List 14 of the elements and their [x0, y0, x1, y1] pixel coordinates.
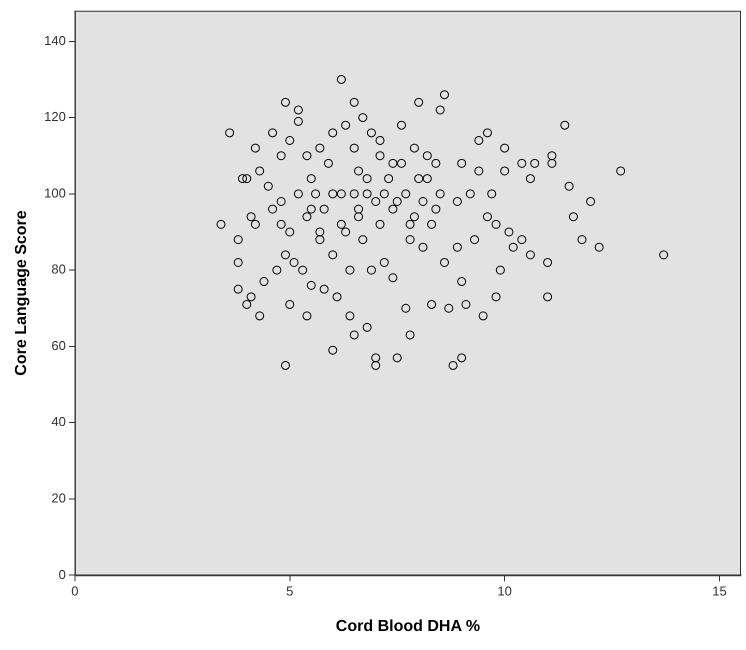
- y-axis-title: Core Language Score: [13, 210, 30, 376]
- y-tick-label: 60: [51, 338, 66, 353]
- x-axis-title: Cord Blood DHA %: [336, 618, 480, 635]
- x-tick-label: 0: [71, 584, 79, 599]
- y-tick-label: 120: [44, 109, 66, 124]
- y-tick-label: 20: [51, 490, 66, 506]
- x-tick-label: 10: [497, 584, 512, 599]
- x-tick-label: 5: [286, 584, 294, 599]
- y-tick-label: 0: [58, 566, 66, 582]
- y-tick-label: 80: [51, 262, 66, 277]
- x-tick-label: 15: [712, 584, 727, 599]
- y-tick-label: 100: [44, 185, 66, 200]
- y-tick-label: 140: [44, 32, 66, 48]
- y-tick-label: 40: [51, 414, 66, 430]
